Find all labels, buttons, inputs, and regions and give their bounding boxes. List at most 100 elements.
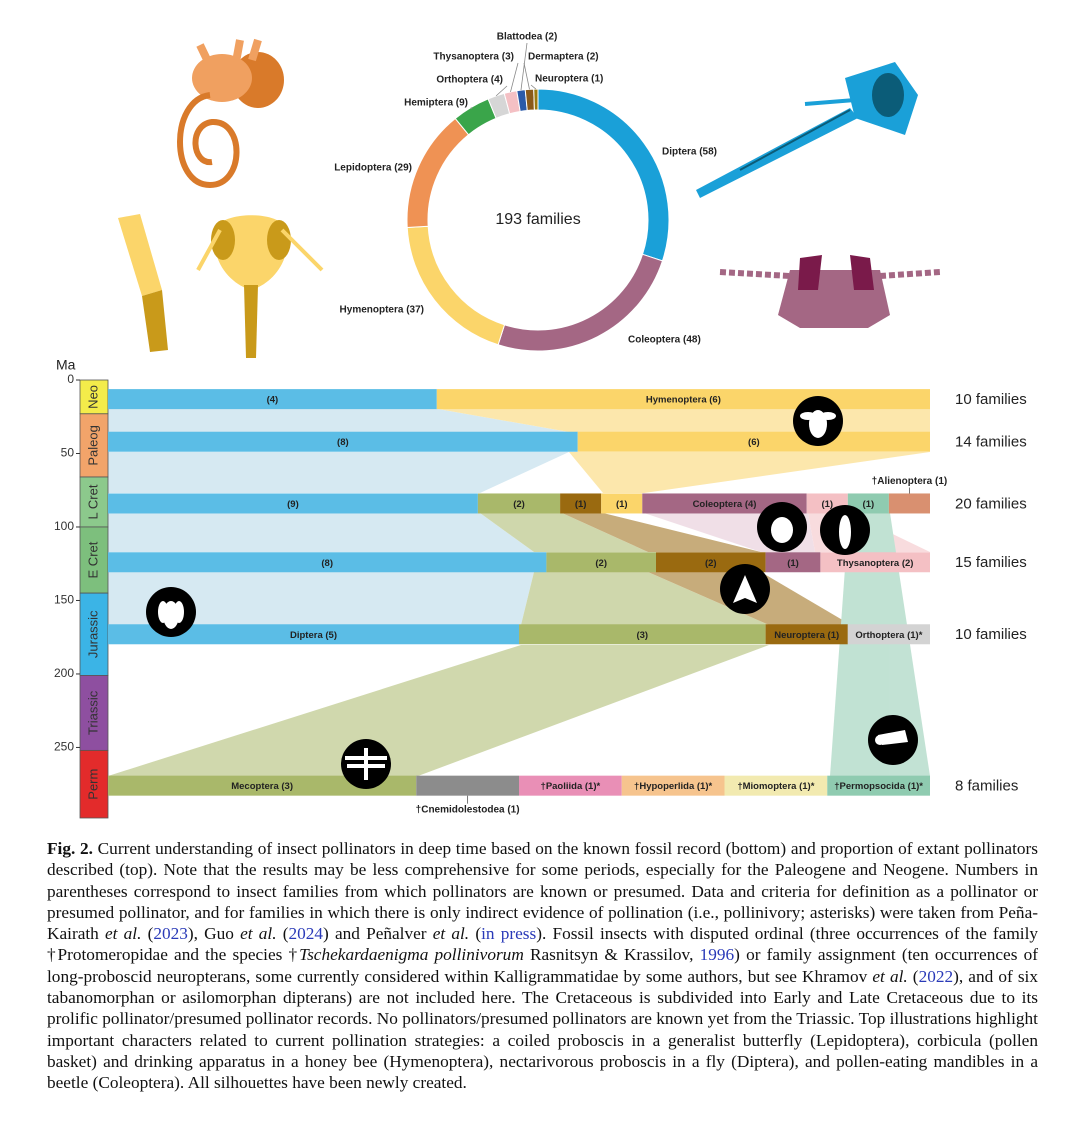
lineage-links bbox=[108, 409, 930, 776]
donut-label: Blattodea (2) bbox=[497, 32, 558, 43]
caption-link[interactable]: 2022 bbox=[918, 966, 954, 986]
fly-illustration bbox=[696, 62, 918, 198]
callout-label: †Alienoptera (1) bbox=[872, 476, 948, 487]
period-name: Jurassic bbox=[85, 610, 100, 658]
bar-label: (1) bbox=[863, 499, 875, 510]
caption-link[interactable]: 2024 bbox=[288, 924, 324, 944]
caption-plain: Rasnitsyn & Krassilov, bbox=[523, 945, 700, 965]
caption-italic: et al. bbox=[872, 966, 908, 986]
caption-plain: Current understanding of insect pollinat… bbox=[47, 839, 1038, 944]
donut-label: Dermaptera (2) bbox=[528, 52, 599, 63]
y-tick-label: 250 bbox=[54, 740, 74, 754]
y-tick-label: 200 bbox=[54, 666, 74, 680]
lineage-bar bbox=[827, 775, 930, 796]
caption-italic: et al. bbox=[432, 924, 470, 944]
lineage-bar bbox=[560, 493, 602, 514]
lineage-bar bbox=[546, 552, 656, 573]
caption-bold: Fig. 2. bbox=[47, 839, 93, 858]
leader-line bbox=[520, 42, 528, 91]
caption-italic: et al. bbox=[105, 924, 142, 944]
caption-plain: ( bbox=[907, 966, 919, 986]
bar-label: Hymenoptera (6) bbox=[646, 395, 721, 406]
caption-link[interactable]: 2023 bbox=[153, 924, 188, 944]
bar-label: (8) bbox=[337, 437, 349, 448]
lineage-bar bbox=[108, 431, 578, 452]
lineage-bar bbox=[724, 775, 828, 796]
bee-illustration bbox=[118, 214, 324, 358]
period-name: Perm bbox=[85, 769, 100, 800]
bar-label: Neuroptera (1) bbox=[774, 630, 839, 641]
lineage-bar bbox=[477, 493, 561, 514]
caption-plain: ), Guo bbox=[187, 924, 241, 944]
donut-label: Thysanoptera (3) bbox=[433, 52, 514, 63]
caption-plain: ( bbox=[276, 924, 289, 944]
lineage-bar bbox=[108, 493, 478, 514]
callout-label: †Cnemidolestodea (1) bbox=[416, 804, 520, 815]
donut-label: Neuroptera (1) bbox=[535, 74, 603, 85]
lineage-bar bbox=[765, 624, 848, 645]
lineage-bar bbox=[847, 493, 889, 514]
timeline: Ma Neo Paleog L Cret E Cret Jurassic Triassic P… bbox=[54, 357, 1027, 819]
bar-label: (3) bbox=[636, 630, 648, 641]
bar-label: Thysanoptera (2) bbox=[837, 558, 914, 569]
figure: Ma Neo Paleog L Cret E Cret Jurassic Triassic P… bbox=[54, 32, 1027, 819]
period-name: L Cret bbox=[85, 484, 100, 519]
donut-segment bbox=[406, 225, 506, 346]
lineage-bar bbox=[820, 552, 930, 573]
caption-plain: ). Fossil insects with disputed ordinal … bbox=[47, 924, 1039, 965]
caption-plain: ), and of six tabanomorphan or asilomorp… bbox=[47, 966, 1039, 1093]
lineage-bar bbox=[108, 775, 417, 796]
bar-label: †Miomoptera (1)* bbox=[737, 781, 814, 792]
y-tick-label: 100 bbox=[54, 519, 74, 533]
period-box bbox=[79, 749, 109, 819]
y-tick-label: 0 bbox=[67, 372, 74, 386]
period-box bbox=[79, 379, 109, 415]
period-name: Paleog bbox=[85, 425, 100, 465]
caption-italic: Tschekardaenigma pollinivorum bbox=[299, 945, 524, 965]
donut-segment bbox=[537, 88, 670, 262]
period-name: Neo bbox=[85, 385, 100, 409]
bar-label: (2) bbox=[705, 558, 717, 569]
lineage-bar bbox=[519, 775, 622, 796]
bar-label: (4) bbox=[267, 395, 279, 406]
lineage-bar bbox=[108, 624, 519, 645]
donut-label: Hymenoptera (37) bbox=[340, 305, 424, 316]
bar-label: †Permopsocida (1)* bbox=[834, 781, 923, 792]
y-tick-label: 50 bbox=[61, 446, 75, 460]
period-box bbox=[79, 592, 109, 676]
caption-plain: ) and Peñalver bbox=[323, 924, 433, 944]
row-total: 10 families bbox=[955, 391, 1027, 408]
bar-label: †Hypoperlida (1)* bbox=[634, 781, 712, 792]
bar-label: (9) bbox=[287, 499, 299, 510]
leader-line bbox=[495, 85, 508, 97]
caption-plain: ( bbox=[469, 924, 482, 944]
axis-label: Ma bbox=[56, 357, 76, 373]
lineage-bar bbox=[108, 389, 437, 410]
donut-segment bbox=[524, 88, 535, 112]
period-box bbox=[79, 675, 109, 751]
lineage-bar bbox=[847, 624, 930, 645]
lineage-bar bbox=[621, 775, 725, 796]
beetle-illustration bbox=[719, 255, 941, 328]
caption-plain: ( bbox=[141, 924, 154, 944]
bar-label: Orthoptera (1)* bbox=[855, 630, 922, 641]
lineage-bar bbox=[765, 552, 821, 573]
donut-label: Coleoptera (48) bbox=[628, 335, 701, 346]
bar-label: (2) bbox=[513, 499, 525, 510]
bar-label: (6) bbox=[748, 437, 760, 448]
period-box bbox=[79, 413, 109, 478]
bar-label: †Paoliida (1)* bbox=[541, 781, 601, 792]
donut-label: Lepidoptera (29) bbox=[334, 163, 412, 174]
silhouettes bbox=[146, 396, 918, 789]
donut-label: Orthoptera (4) bbox=[436, 75, 503, 86]
caption-plain: ) or family assignment (ten occurrences … bbox=[47, 945, 1038, 986]
lineage-bar bbox=[519, 624, 766, 645]
bar-label: Coleoptera (4) bbox=[693, 499, 757, 510]
period-name: Triassic bbox=[85, 690, 100, 735]
caption-link[interactable]: 1996 bbox=[699, 945, 735, 965]
bar-label: (1) bbox=[787, 558, 799, 569]
donut-segment bbox=[533, 88, 539, 111]
caption-link[interactable]: in press bbox=[481, 924, 537, 944]
row-total: 15 families bbox=[955, 554, 1027, 571]
